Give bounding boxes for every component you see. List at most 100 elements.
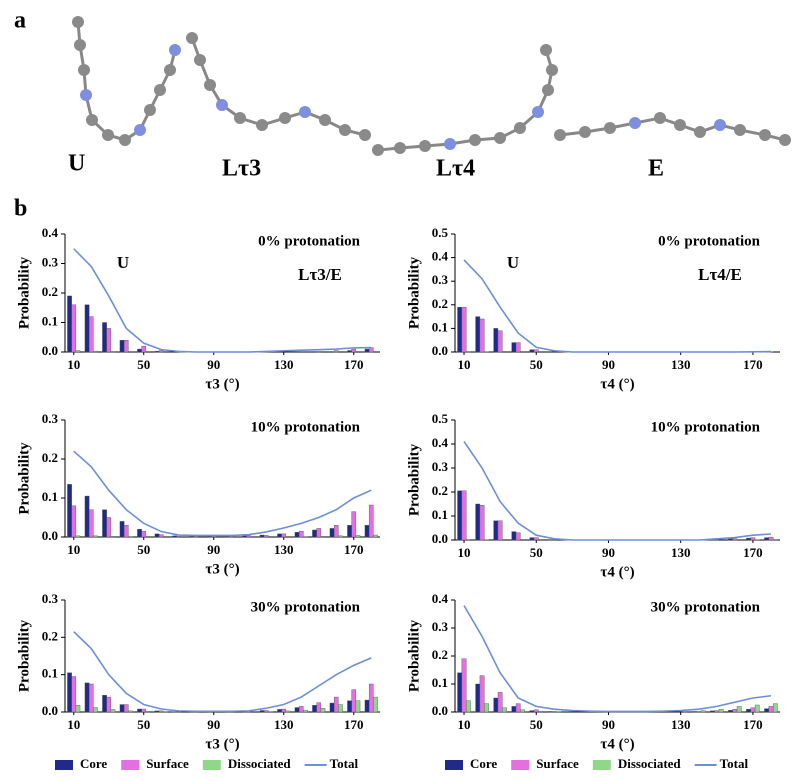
bar — [750, 707, 756, 713]
bar — [457, 306, 463, 353]
bar — [75, 535, 81, 538]
bar — [529, 349, 535, 353]
bar — [71, 505, 77, 538]
chart-title: 0% protonation — [258, 233, 360, 249]
annotation: U — [117, 253, 129, 272]
bar — [373, 534, 378, 538]
bar — [123, 525, 129, 538]
bar — [497, 330, 503, 353]
y-tick-label: 0.1 — [432, 507, 448, 522]
chart-title: 0% protonation — [658, 233, 760, 249]
bar — [158, 534, 164, 538]
x-tick-label: 90 — [602, 545, 615, 560]
bar — [263, 535, 269, 538]
bar — [736, 706, 742, 713]
y-tick-label: 0.0 — [42, 528, 58, 543]
bar — [511, 531, 517, 541]
atom — [604, 122, 616, 134]
x-tick-label: 130 — [671, 357, 691, 372]
bar — [764, 708, 770, 713]
atom — [299, 106, 311, 118]
bar — [67, 484, 72, 538]
bar — [333, 696, 339, 713]
bar — [728, 710, 733, 713]
bar — [461, 490, 467, 541]
y-tick-label: 0.2 — [432, 296, 448, 311]
bar — [93, 707, 98, 713]
y-tick-label: 0.4 — [42, 225, 59, 240]
y-tick-label: 0.3 — [42, 411, 59, 426]
x-tick-label: 90 — [207, 542, 220, 557]
molecule-label: U — [68, 151, 85, 177]
y-tick-label: 0.3 — [432, 459, 449, 474]
annotation: Lτ3/E — [298, 265, 342, 284]
bar — [312, 705, 317, 713]
bar — [768, 706, 774, 713]
line — [73, 450, 372, 537]
atom — [579, 126, 591, 138]
bar — [728, 538, 733, 541]
atom — [554, 129, 566, 141]
bar — [529, 710, 535, 713]
bar — [457, 490, 463, 541]
bar — [75, 350, 81, 353]
atom — [444, 138, 456, 150]
bar — [338, 704, 343, 713]
bar — [493, 328, 499, 353]
bar — [158, 350, 164, 353]
bar — [141, 530, 147, 538]
atom — [674, 119, 686, 131]
panel-label: b — [14, 196, 27, 222]
atom — [86, 114, 98, 126]
bar — [172, 535, 177, 538]
bar — [294, 532, 300, 538]
bar — [303, 709, 308, 713]
x-tick-label: 130 — [671, 717, 691, 732]
bond — [190, 37, 366, 137]
bar — [320, 536, 326, 538]
chart-title: 10% protonation — [251, 419, 361, 435]
y-tick-label: 0.0 — [432, 343, 448, 358]
chart-title: 10% protonation — [651, 419, 761, 435]
bar — [347, 700, 352, 713]
y-tick-label: 0.3 — [432, 272, 449, 287]
atom — [759, 129, 771, 141]
x-axis-label: τ4 (°) — [600, 564, 634, 580]
bar — [768, 536, 774, 541]
atom — [169, 44, 181, 56]
bar — [102, 695, 107, 713]
bar — [547, 711, 553, 713]
bar — [158, 710, 164, 713]
legend-label: Core — [80, 756, 107, 771]
legend-label: Dissociated — [228, 756, 292, 771]
bar — [102, 509, 107, 538]
bar — [154, 533, 160, 538]
legend-label: Total — [720, 756, 749, 771]
bar — [373, 696, 378, 713]
y-tick-label: 0.5 — [432, 225, 449, 240]
bar — [475, 316, 481, 353]
atom — [734, 124, 746, 136]
bar — [93, 535, 98, 538]
bar — [242, 535, 247, 538]
x-tick-label: 170 — [344, 357, 364, 372]
y-tick-label: 0.4 — [432, 435, 449, 450]
bar — [718, 709, 724, 713]
y-axis-label: Probability — [16, 619, 32, 692]
atom — [194, 54, 206, 66]
bar — [461, 306, 467, 353]
atom — [164, 64, 176, 76]
y-tick-label: 0.2 — [42, 450, 58, 465]
bar — [298, 706, 304, 713]
bar — [347, 525, 352, 538]
x-tick-label: 50 — [530, 357, 543, 372]
y-tick-label: 0.4 — [432, 249, 449, 264]
y-tick-label: 0.0 — [432, 703, 448, 718]
bar — [259, 534, 265, 538]
bar — [84, 495, 90, 538]
annotation: U — [507, 253, 519, 272]
atom — [319, 114, 331, 126]
bar — [355, 535, 361, 538]
bar — [732, 538, 738, 541]
x-tick-label: 170 — [743, 717, 763, 732]
